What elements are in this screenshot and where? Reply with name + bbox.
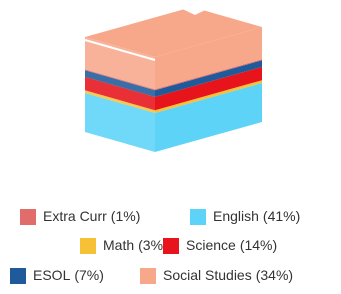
legend-item: Science(14%) bbox=[163, 237, 277, 254]
legend-swatch bbox=[163, 238, 179, 254]
legend-name: English bbox=[213, 208, 259, 224]
legend-item: Social Studies(34%) bbox=[140, 267, 293, 284]
legend-swatch bbox=[10, 268, 26, 284]
legend-label: English(41%) bbox=[213, 208, 300, 224]
legend-name: Math bbox=[103, 237, 134, 253]
legend-name: ESOL bbox=[33, 267, 71, 283]
legend-value: (7%) bbox=[74, 267, 104, 283]
legend-value: (1%) bbox=[111, 208, 141, 224]
legend-value: (14%) bbox=[240, 237, 277, 253]
legend-value: (41%) bbox=[263, 208, 300, 224]
legend-item: ESOL(7%) bbox=[10, 267, 104, 284]
legend-label: Extra Curr(1%) bbox=[43, 208, 140, 224]
legend-name: Social Studies bbox=[163, 267, 252, 283]
legend-name: Extra Curr bbox=[43, 208, 107, 224]
legend-label: Social Studies(34%) bbox=[163, 267, 293, 283]
legend-swatch bbox=[140, 268, 156, 284]
chart: English(41%) Math(3%) Science(14%) ESOL(7%)… bbox=[0, 0, 341, 294]
legend-label: Science(14%) bbox=[186, 237, 277, 253]
legend-swatch bbox=[80, 238, 96, 254]
legend-swatch bbox=[20, 209, 36, 225]
legend-value: (34%) bbox=[256, 267, 293, 283]
legend-label: Math(3%) bbox=[103, 237, 168, 253]
legend-name: Science bbox=[186, 237, 236, 253]
legend-item: English(41%) bbox=[190, 208, 300, 225]
legend-label: ESOL(7%) bbox=[33, 267, 104, 283]
legend-swatch bbox=[190, 209, 206, 225]
legend-item: Math(3%) bbox=[80, 237, 168, 254]
legend-item: Extra Curr(1%) bbox=[20, 208, 140, 225]
